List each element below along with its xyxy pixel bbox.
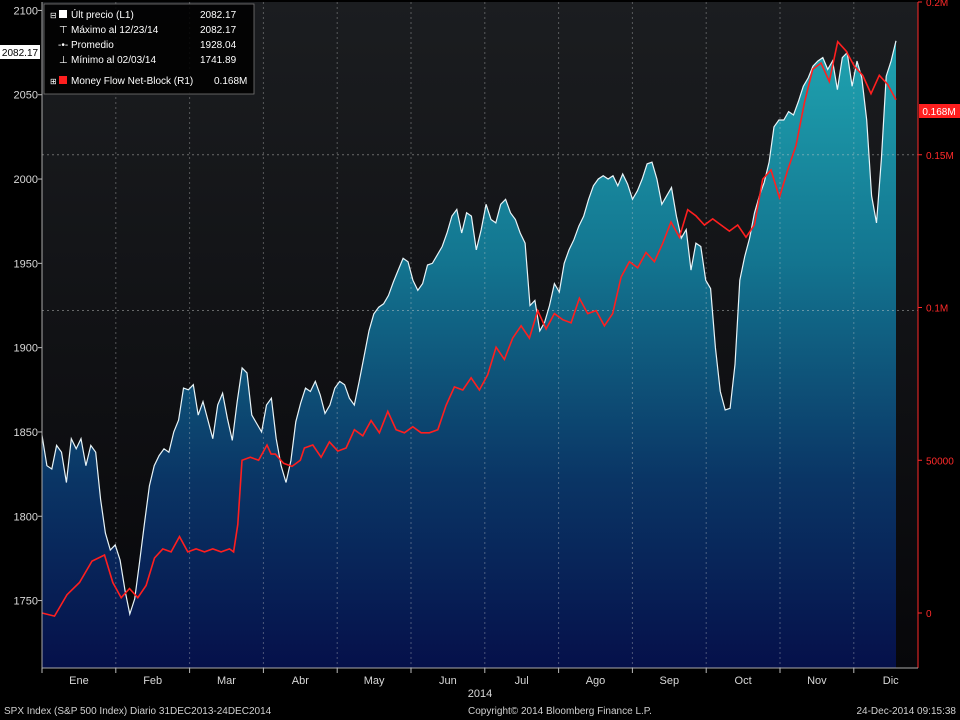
legend-marker-flow (59, 76, 67, 84)
month-axis-ticks: Ene Feb Mar Abr May Jun Jul Ago Sep Oct Nov Dic (41, 668, 899, 687)
legend-value-flow: 0.168M (214, 76, 247, 87)
gridlines (42, 2, 918, 668)
right-tick-label: 0.1M (926, 304, 948, 315)
right-tick-label: 0 (926, 609, 932, 620)
left-axis-ticks: 1750 1800 1850 1900 1950 2000 2050 2100 (14, 5, 42, 608)
last-flow-label: 0.168M (922, 107, 955, 118)
left-tick-label: 1900 (14, 343, 38, 355)
left-tick-label: 2100 (14, 5, 38, 17)
month-tick-label: May (364, 675, 385, 687)
left-tick-label: 2050 (14, 90, 38, 102)
legend: ⊟ Últ precio (L1) 2082.17 ⊤ Máximo al 12… (43, 3, 255, 95)
price-area (42, 40, 896, 669)
x-axis-year: 2014 (468, 688, 492, 700)
month-tick-label: Nov (807, 675, 827, 687)
left-tick-label: 2000 (14, 174, 38, 186)
legend-box (43, 3, 255, 95)
legend-value-max: 2082.17 (200, 25, 237, 36)
legend-min-icon: ⊥ (59, 55, 68, 66)
footer-right: 24-Dec-2014 09:15:38 (856, 706, 956, 717)
legend-value-price: 2082.17 (200, 10, 237, 21)
month-tick-label: Feb (143, 675, 162, 687)
left-tick-label: 1850 (14, 427, 38, 439)
legend-label-min: Mínimo al 02/03/14 (71, 55, 156, 66)
last-price-label: 2082.17 (2, 48, 39, 59)
month-tick-label: Dic (883, 675, 899, 687)
month-tick-label: Jul (515, 675, 529, 687)
legend-label-price: Últ precio (L1) (71, 8, 134, 21)
legend-expand-icon[interactable]: ⊟ (50, 11, 57, 20)
legend-label-max: Máximo al 12/23/14 (71, 25, 159, 36)
month-tick-label: Sep (660, 675, 680, 687)
month-tick-label: Abr (292, 675, 309, 687)
month-tick-label: Ene (69, 675, 89, 687)
month-tick-label: Ago (586, 675, 606, 687)
month-tick-label: Jun (439, 675, 457, 687)
legend-expand-icon-2[interactable]: ⊞ (50, 77, 57, 86)
footer-left: SPX Index (S&P 500 Index) Diario 31DEC20… (4, 706, 272, 717)
right-tick-label: 0.15M (926, 151, 954, 162)
legend-max-icon: ⊤ (59, 25, 68, 36)
footer-center: Copyright© 2014 Bloomberg Finance L.P. (468, 706, 652, 717)
month-tick-label: Mar (217, 675, 236, 687)
left-tick-label: 1800 (14, 511, 38, 523)
month-tick-label: Oct (735, 675, 752, 687)
right-tick-label: 0.2M (926, 0, 948, 9)
right-axis-ticks: 0 50000 0.1M 0.15M 0.2M (918, 0, 954, 620)
legend-label-flow: Money Flow Net-Block (R1) (71, 76, 193, 87)
legend-marker-price (59, 10, 67, 18)
last-price-flag: 2082.17 (0, 45, 40, 59)
legend-label-avg: Promedio (71, 40, 114, 51)
legend-avg-icon: -•- (58, 40, 68, 51)
legend-value-avg: 1928.04 (200, 40, 237, 51)
left-tick-label: 1950 (14, 258, 38, 270)
last-flow-flag: 0.168M (919, 104, 960, 118)
left-tick-label: 1750 (14, 596, 38, 608)
money-flow-line (41, 39, 897, 618)
right-tick-label: 50000 (926, 456, 954, 467)
price-line (41, 40, 897, 617)
legend-value-min: 1741.89 (200, 55, 237, 66)
